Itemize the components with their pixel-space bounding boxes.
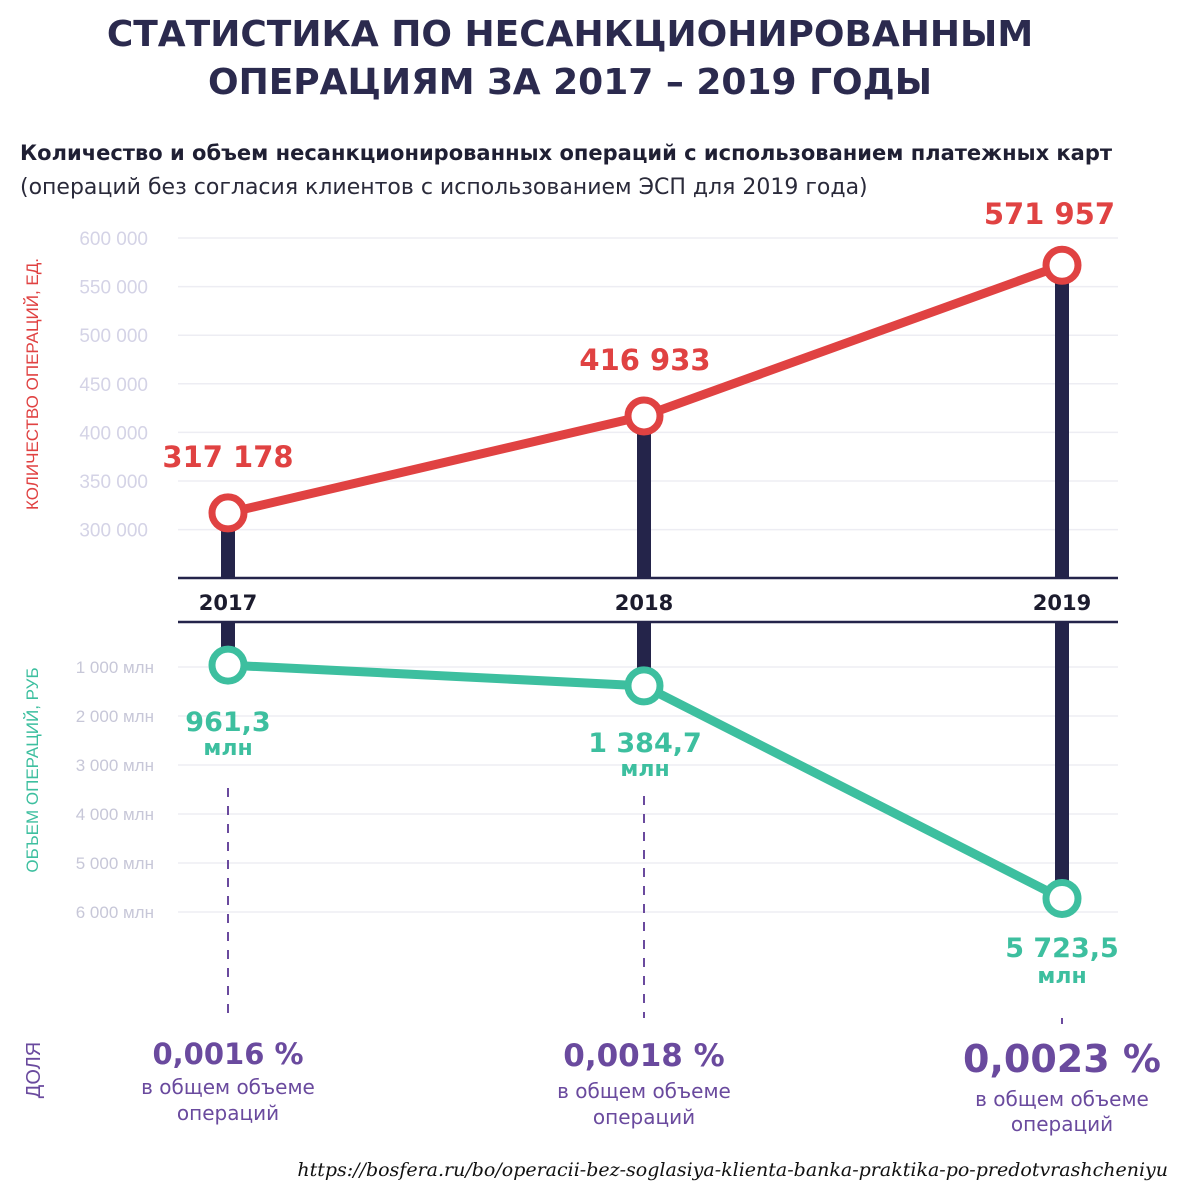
share-caption-line1: в общем объеме xyxy=(557,1079,731,1103)
bottom-y-tick-label: 5 000 млн xyxy=(76,854,154,873)
count-value-label: 571 957 xyxy=(984,197,1115,231)
volume-point-marker xyxy=(208,645,248,685)
bottom-y-tick-label: 4 000 млн xyxy=(76,805,154,824)
share-value: 0,0016 % xyxy=(152,1037,303,1071)
bottom-y-tick-label: 3 000 млн xyxy=(76,756,154,775)
top-y-tick-label: 550 000 xyxy=(79,278,148,299)
top-y-tick-label: 450 000 xyxy=(79,375,148,396)
chart-subtitle-line1: Количество и объем несанкционированных о… xyxy=(20,141,1113,165)
volume-point-marker xyxy=(1042,878,1082,918)
top-y-tick-label: 600 000 xyxy=(79,229,148,250)
share-value: 0,0018 % xyxy=(563,1038,724,1074)
volume-unit-label: млн xyxy=(620,757,669,782)
share-value: 0,0023 % xyxy=(963,1037,1161,1081)
bottom-y-tick-label: 6 000 млн xyxy=(76,903,154,922)
subtitle-part1: Количество и объем xyxy=(20,141,276,165)
share-caption-line2: операций xyxy=(177,1101,279,1125)
share-caption-line1: в общем объеме xyxy=(975,1087,1149,1111)
top-y-axis-title: КОЛИЧЕСТВО ОПЕРАЦИЙ, ЕД. xyxy=(23,258,42,510)
count-point-marker xyxy=(624,396,664,436)
volume-value-label: 961,3 xyxy=(185,707,270,738)
top-y-tick-label: 350 000 xyxy=(79,472,148,493)
year-label: 2018 xyxy=(615,591,673,615)
share-caption-line1: в общем объеме xyxy=(141,1075,315,1099)
dashed-connectors xyxy=(227,788,1063,1024)
year-label: 2017 xyxy=(199,591,257,615)
subtitle-part2: операций с использованием платежных карт xyxy=(552,141,1113,165)
volume-point-marker xyxy=(624,666,664,706)
bottom-y-axis-title: ОБЪЕМ ОПЕРАЦИЙ, РУБ xyxy=(23,667,42,872)
count-point-marker xyxy=(208,493,248,533)
year-label: 2019 xyxy=(1033,591,1091,615)
count-point-marker xyxy=(1042,245,1082,285)
volume-value-label: 5 723,5 xyxy=(1005,933,1119,964)
chart-subtitle-line2: (операций без согласия клиентов с исполь… xyxy=(20,175,868,200)
source-url: https://bosfera.ru/bo/operacii-bez-sogla… xyxy=(297,1159,1168,1181)
volume-unit-label: млн xyxy=(203,736,252,761)
gridlines xyxy=(178,237,1118,913)
volume-value-label: 1 384,7 xyxy=(588,728,702,759)
chart-title-line1: СТАТИСТИКА ПО НЕСАНКЦИОНИРОВАННЫМ xyxy=(107,14,1033,55)
share-caption-line2: операций xyxy=(593,1105,695,1129)
series-markers xyxy=(208,245,1082,918)
bottom-y-tick-label: 2 000 млн xyxy=(76,707,154,726)
top-y-tick-label: 400 000 xyxy=(79,423,148,444)
bottom-y-tick-label: 1 000 млн xyxy=(76,658,154,677)
share-axis-title: ДОЛЯ xyxy=(23,1042,45,1098)
year-bars xyxy=(221,265,1069,899)
count-value-label: 317 178 xyxy=(162,440,293,474)
volume-unit-label: млн xyxy=(1037,964,1086,989)
axes: 300 000 350 000 400 000 450 000 500 000 550 0… xyxy=(23,229,1118,1098)
top-y-tick-label: 300 000 xyxy=(79,521,148,542)
share-caption-line2: операций xyxy=(1011,1112,1113,1136)
count-value-label: 416 933 xyxy=(579,343,710,377)
chart-title-line2: ОПЕРАЦИЯМ ЗА 2017 – 2019 ГОДЫ xyxy=(208,62,932,103)
subtitle-highlight: несанкционированных xyxy=(276,141,553,165)
top-y-tick-label: 500 000 xyxy=(79,326,148,347)
